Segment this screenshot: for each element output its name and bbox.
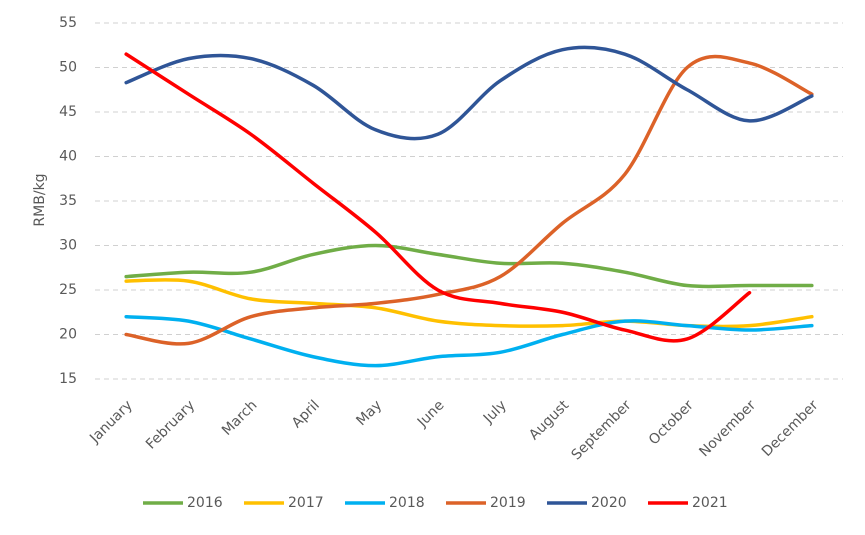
legend-label: 2021: [692, 495, 728, 511]
series-line: [124, 52, 752, 343]
x-tick-label: March: [219, 397, 260, 438]
y-tick-label: 40: [59, 149, 77, 165]
x-tick-label: February: [143, 397, 198, 452]
y-tick-label: 30: [59, 238, 77, 254]
x-tick-label: October: [646, 397, 697, 448]
x-tick-label: July: [480, 397, 510, 427]
series-line: [124, 54, 814, 346]
x-tick-label: May: [353, 397, 385, 429]
y-tick-label: 45: [59, 104, 77, 120]
series-line: [124, 314, 814, 368]
x-tick-label: June: [414, 397, 448, 431]
y-tick-label: 15: [59, 371, 77, 387]
x-tick-label: September: [568, 397, 634, 463]
series-line: [124, 45, 814, 141]
x-tick-label: April: [289, 397, 323, 431]
series-line: [124, 243, 814, 289]
legend-label: 2018: [389, 495, 425, 511]
legend-label: 2020: [591, 495, 627, 511]
y-tick-label: 25: [59, 282, 77, 298]
y-tick-label: 20: [59, 327, 77, 343]
legend-label: 2016: [187, 495, 223, 511]
legend-label: 2017: [288, 495, 324, 511]
x-tick-label: August: [526, 397, 572, 443]
y-axis-label: RMB/kg: [32, 173, 48, 226]
legend-label: 2019: [490, 495, 526, 511]
x-tick-label: January: [86, 397, 136, 447]
y-tick-label: 55: [59, 15, 77, 31]
y-tick-label: 35: [59, 193, 77, 209]
x-tick-label: December: [759, 397, 822, 460]
y-tick-label: 50: [59, 60, 77, 76]
x-tick-label: November: [696, 397, 759, 460]
